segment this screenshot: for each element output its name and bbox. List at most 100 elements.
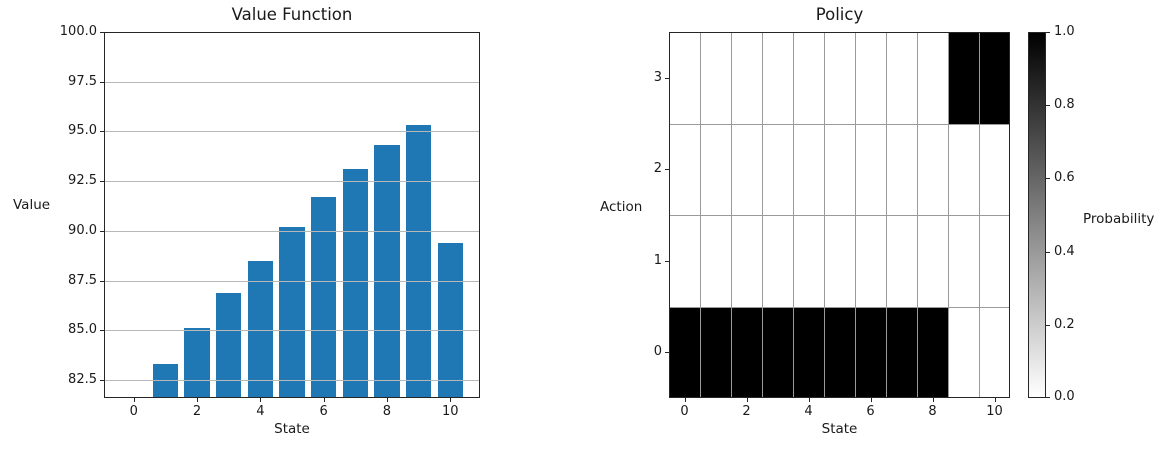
policy-cell-s1-a0 bbox=[700, 306, 731, 398]
policy-chart-ylabel: Action bbox=[600, 199, 643, 215]
value-bar-state-4 bbox=[247, 260, 273, 398]
y-tick-label: 97.5 bbox=[68, 73, 97, 89]
state-tick-label: 10 bbox=[986, 404, 1003, 419]
policy-cell-s0-a0 bbox=[669, 306, 700, 398]
x-tick-mark bbox=[323, 398, 325, 402]
value-bar-state-10 bbox=[437, 242, 463, 398]
colorbar-tick-label: 0.6 bbox=[1054, 170, 1075, 186]
colorbar-gradient bbox=[1028, 32, 1046, 398]
gridline-y-97.5 bbox=[104, 81, 480, 83]
x-tick-mark bbox=[450, 398, 452, 402]
state-tick-mark bbox=[808, 398, 810, 402]
state-tick-label: 6 bbox=[866, 404, 875, 419]
policy-cell-s3-a0 bbox=[762, 306, 793, 398]
x-tick-label: 4 bbox=[256, 404, 265, 419]
heat-gridline-h bbox=[669, 123, 1010, 125]
state-tick-label: 8 bbox=[928, 404, 937, 419]
colorbar-tick-mark bbox=[1046, 32, 1050, 33]
action-tick-mark bbox=[665, 77, 669, 79]
x-tick-mark bbox=[386, 398, 388, 402]
gridline-y-85 bbox=[104, 330, 480, 332]
policy-cell-s5-a0 bbox=[824, 306, 855, 398]
colorbar-tick-mark bbox=[1046, 397, 1050, 398]
action-tick-label: 1 bbox=[653, 252, 662, 268]
state-tick-mark bbox=[932, 398, 934, 402]
colorbar-tick-mark bbox=[1046, 251, 1050, 253]
y-tick-label: 100.0 bbox=[59, 24, 97, 39]
value-chart-ylabel: Value bbox=[13, 197, 51, 213]
value-bar-state-8 bbox=[374, 145, 400, 398]
gridline-y-90 bbox=[104, 230, 480, 232]
x-tick-label: 10 bbox=[441, 404, 459, 419]
policy-cell-s9-a3 bbox=[948, 32, 979, 124]
y-tick-label: 87.5 bbox=[68, 272, 97, 288]
x-tick-label: 6 bbox=[319, 404, 328, 419]
policy-cell-s8-a0 bbox=[917, 306, 948, 398]
y-tick-mark bbox=[100, 32, 104, 33]
state-tick-mark bbox=[994, 398, 996, 402]
gridline-y-95 bbox=[104, 131, 480, 133]
colorbar-tick-mark bbox=[1046, 105, 1050, 107]
policy-chart-spines bbox=[669, 32, 1010, 398]
value-bar-state-6 bbox=[310, 197, 337, 398]
gridline-y-92.5 bbox=[104, 181, 480, 183]
y-tick-label: 90.0 bbox=[68, 222, 97, 238]
value-bar-state-5 bbox=[279, 226, 305, 398]
value-bar-state-2 bbox=[184, 328, 210, 398]
gridline-y-87.5 bbox=[104, 280, 480, 282]
y-tick-label: 82.5 bbox=[68, 372, 97, 388]
colorbar-tick-mark bbox=[1046, 324, 1050, 326]
state-tick-mark bbox=[746, 398, 748, 402]
policy-cell-s10-a3 bbox=[979, 32, 1010, 124]
y-tick-label: 95.0 bbox=[68, 123, 97, 139]
state-tick-label: 0 bbox=[680, 404, 689, 419]
x-tick-label: 2 bbox=[192, 404, 202, 419]
colorbar-tick-label: 0.2 bbox=[1054, 316, 1075, 332]
policy-title: Policy bbox=[815, 5, 864, 24]
gridline-y-82.5 bbox=[104, 380, 480, 382]
heat-gridline-h bbox=[669, 306, 1010, 308]
y-tick-mark bbox=[100, 280, 104, 282]
state-tick-label: 2 bbox=[742, 404, 751, 419]
x-tick-label: 8 bbox=[382, 404, 392, 419]
heat-gridline-h bbox=[669, 215, 1010, 216]
y-tick-mark bbox=[100, 230, 104, 232]
policy-chart-xlabel: State bbox=[821, 421, 858, 437]
y-tick-mark bbox=[100, 380, 104, 382]
x-tick-mark bbox=[260, 398, 262, 402]
y-tick-label: 92.5 bbox=[68, 173, 97, 189]
action-tick-mark bbox=[665, 352, 669, 354]
value-function-title: Value Function bbox=[231, 5, 353, 24]
y-tick-mark bbox=[100, 81, 104, 83]
state-tick-mark bbox=[684, 398, 686, 402]
value-chart-spines bbox=[104, 32, 480, 398]
action-tick-mark bbox=[665, 260, 669, 262]
value-chart-xlabel: State bbox=[274, 421, 310, 437]
policy-cell-s7-a0 bbox=[886, 306, 917, 398]
colorbar-label: Probability bbox=[1083, 211, 1155, 227]
state-tick-mark bbox=[870, 398, 872, 402]
colorbar-tick-label: 0.0 bbox=[1054, 389, 1075, 404]
policy-cell-s2-a0 bbox=[731, 306, 762, 398]
colorbar-tick-label: 0.8 bbox=[1054, 97, 1075, 113]
state-tick-label: 4 bbox=[804, 404, 813, 419]
y-tick-mark bbox=[100, 330, 104, 332]
y-tick-label: 85.0 bbox=[68, 322, 97, 338]
policy-cell-s4-a0 bbox=[793, 306, 824, 398]
y-tick-mark bbox=[100, 131, 104, 133]
action-tick-mark bbox=[665, 169, 669, 171]
colorbar-tick-mark bbox=[1046, 178, 1050, 180]
colorbar-tick-label: 0.4 bbox=[1054, 243, 1075, 259]
action-tick-label: 3 bbox=[653, 69, 662, 85]
value-bar-state-9 bbox=[405, 125, 432, 398]
value-bar-state-7 bbox=[342, 169, 368, 398]
policy-cell-s6-a0 bbox=[855, 306, 886, 398]
x-tick-mark bbox=[197, 398, 199, 402]
action-tick-label: 2 bbox=[653, 161, 662, 177]
colorbar-tick-label: 1.0 bbox=[1054, 24, 1075, 39]
x-tick-label: 0 bbox=[129, 404, 138, 419]
y-tick-mark bbox=[100, 181, 104, 183]
x-tick-mark bbox=[133, 398, 135, 402]
action-tick-label: 0 bbox=[653, 344, 662, 360]
